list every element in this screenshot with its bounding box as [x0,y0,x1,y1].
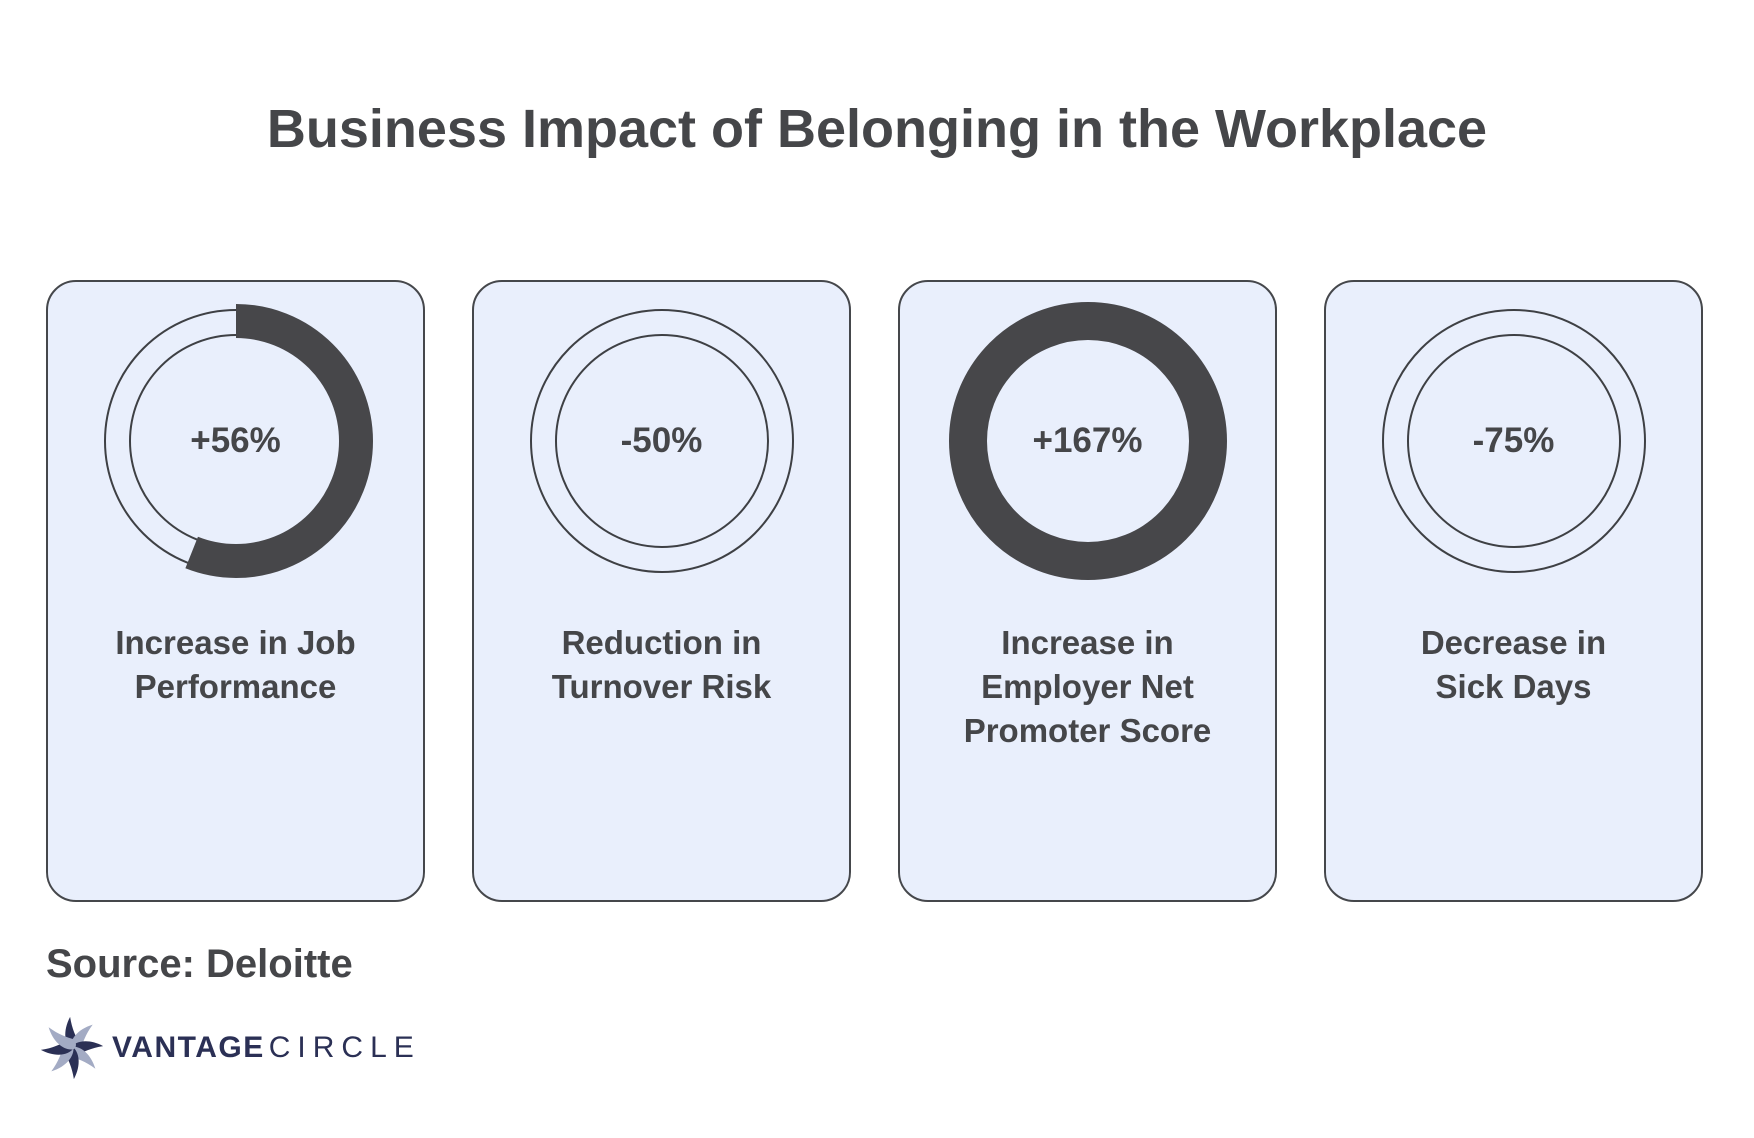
stat-card-job-performance: +56% Increase in Job Performance [46,280,425,902]
pinwheel-star-icon [40,1016,104,1080]
ring-track-outer [529,309,794,573]
stat-label-line: Employer Net [981,668,1194,705]
donut-ring-svg [948,302,1227,580]
stat-value: -50% [620,421,703,460]
page-title: Business Impact of Belonging in the Work… [266,99,1488,159]
stat-label-line: Sick Days [1435,668,1592,705]
brand-logo-text: VANTAGE CIRCLE [112,1031,421,1065]
stat-label-line: Turnover Risk [551,668,772,705]
ring-track-inner [1406,334,1621,548]
brand-logo: VANTAGE CIRCLE [38,1014,421,1082]
donut-ring-svg [98,304,373,578]
stat-value: +167% [1032,421,1143,460]
ring-track-inner [554,334,769,548]
stat-label-line: Increase in [1001,624,1174,661]
stat-label-line: Performance [134,668,337,705]
donut-chart-employer-nps: +167% [948,301,1228,581]
pinwheel-petal [48,1027,76,1050]
ring-fill-arc [98,304,373,578]
stat-cards-row: +56% Increase in Job Performance -50% Re… [46,280,1703,902]
stat-label: Increase in Employer Net Promoter Score [964,621,1212,753]
donut-chart-job-performance: +56% [96,301,376,581]
brand-name-primary: VANTAGE [112,1031,265,1064]
stat-card-employer-nps: +167% Increase in Employer Net Promoter … [898,280,1277,902]
donut-ring-svg [1381,309,1646,573]
donut-ring-svg [529,309,794,573]
source-attribution: Source: Deloitte [46,942,353,986]
donut-chart-sick-days: -75% [1374,301,1654,581]
stat-value: +56% [190,421,281,460]
stat-label: Decrease in Sick Days [1421,621,1606,709]
stat-label-line: Decrease in [1420,624,1607,661]
stat-label: Reduction in Turnover Risk [552,621,771,709]
brand-name-secondary: CIRCLE [268,1031,421,1064]
stat-label-line: Increase in Job [115,624,356,661]
stat-card-sick-days: -75% Decrease in Sick Days [1324,280,1703,902]
stat-label: Increase in Job Performance [115,621,355,709]
stat-value: -75% [1472,421,1555,460]
ring-fill-arc [948,302,1227,580]
stat-card-turnover-risk: -50% Reduction in Turnover Risk [472,280,851,902]
stat-label-line: Reduction in [561,624,762,661]
ring-track-outer [1381,309,1646,573]
donut-chart-turnover-risk: -50% [522,301,802,581]
stat-label-line: Promoter Score [963,712,1212,749]
